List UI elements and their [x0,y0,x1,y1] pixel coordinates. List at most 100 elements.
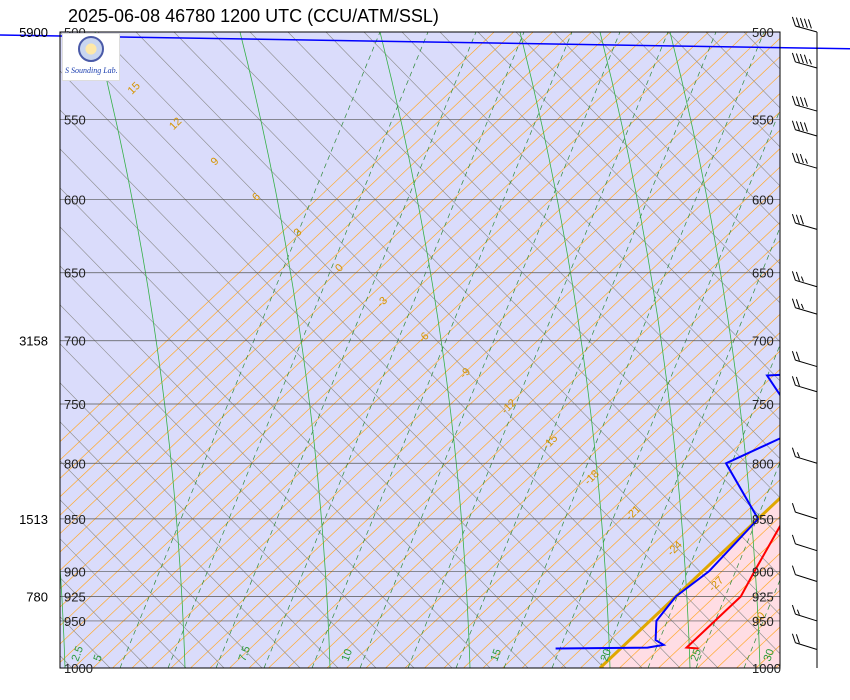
mixing-ratio-line [167,32,429,668]
pressure-label-left: 950 [64,614,86,629]
mixing-ratio-line [263,32,525,668]
isotherm-line [60,32,514,461]
isotherm-line [638,534,780,668]
dry-adiabat-line [60,187,529,668]
dry-adiabat-line [60,109,605,668]
dry-adiabat-line [629,32,780,187]
height-label: 3158 [19,334,48,349]
pressure-label-left: 800 [64,456,86,471]
isotherm-line [307,221,780,668]
freezing-isotherm [598,496,780,668]
dry-adiabat-line [477,32,780,343]
isotherm-line [580,479,780,668]
wind-barb [791,95,818,112]
dewpoint-profile [555,373,780,650]
university-seal-icon [78,36,104,62]
dry-adiabat-line [173,32,780,655]
mixing-ratio-line [551,109,780,668]
wind-barb [791,565,818,582]
height-label: 780 [26,589,48,604]
pressure-label-right: 925 [752,589,774,604]
pressure-label-left: 925 [64,589,86,604]
dry-adiabat-line [287,32,780,538]
pressure-label-right: 850 [752,512,774,527]
isotherm-line [131,56,780,668]
moist-adiabat-line [94,32,186,668]
wind-barb [791,271,818,288]
dry-adiabat-line [135,32,757,668]
dry-adiabat-line [0,32,34,668]
moist-adiabat-line [239,32,331,668]
isotherm-line [365,276,780,668]
isotherm-line [443,350,780,668]
pressure-label-left: 1000 [64,661,93,676]
pressure-label-right: 500 [752,25,774,40]
dry-adiabat-line [60,265,453,668]
wind-barb [791,534,818,552]
dry-adiabat-line [60,148,567,668]
dry-adiabat-line [820,32,850,668]
moist-adiabat-line [379,32,471,668]
moist-adiabat-line [669,32,761,668]
height-label: 5900 [19,25,48,40]
moist-adiabat-line [60,560,66,668]
wind-barb [791,298,818,315]
isotherm-line [287,203,780,668]
dry-adiabat-line [60,226,491,668]
mixing-ratio-line [647,344,780,668]
pressure-label-right: 700 [752,334,774,349]
isotherm-line [60,32,670,608]
moist-adiabat-label: 30 [762,647,777,663]
isotherm-line [834,32,850,668]
pressure-label-right: 550 [752,112,774,127]
wind-barb [791,447,818,464]
dry-adiabat-line [60,499,225,668]
isotherm-line [424,332,780,668]
pressure-label-right: 1000 [752,661,781,676]
lab-logo: S Sounding Lab. [62,33,120,81]
isotherm-line [815,32,850,668]
dry-adiabat-line [591,32,780,226]
moist-adiabat-label: 5 [92,653,105,663]
pressure-label-left: 850 [64,512,86,527]
isotherm-line [619,516,780,668]
isotherm-line [60,32,709,645]
isotherm-line [268,184,780,668]
isotherm-line [521,424,780,668]
isotherm-line [60,32,592,535]
pressure-label-left: 600 [64,192,86,207]
isotherm-line [482,387,780,668]
isotherm-line [60,32,553,498]
isotherm-line [151,74,780,668]
dry-adiabat-line [782,32,850,668]
isotherm-line [170,92,780,668]
pressure-label-right: 750 [752,397,774,412]
isotherm-line [190,111,780,668]
logo-text: S Sounding Lab. [65,66,118,75]
pressure-label-right: 800 [752,456,774,471]
dry-adiabat-line [60,382,339,668]
moist-adiabat-label: 25 [689,647,704,663]
wind-barb [791,604,818,622]
isotherm-line [60,32,612,553]
mixing-ratio-line [407,32,669,668]
moist-adiabat-label: 15 [489,647,504,663]
isotherm-line [404,313,780,668]
dry-adiabat-line [60,32,681,668]
dry-adiabat-line [363,32,780,460]
mixing-ratio-line [599,226,780,668]
isotherm-line [775,663,780,668]
height-label: 1513 [19,512,48,527]
dry-adiabat-line [60,538,187,668]
pressure-label-right: 650 [752,266,774,281]
dry-adiabat-line [325,32,780,499]
dry-adiabat-line [249,32,780,577]
moist-adiabat-line [519,32,611,668]
pressure-label-left: 650 [64,266,86,281]
isotherm-line [60,32,495,443]
mixing-ratio-line [215,32,477,668]
isotherm-line [463,368,780,668]
isotherm-line [326,240,780,668]
dry-adiabat-line [211,32,780,616]
